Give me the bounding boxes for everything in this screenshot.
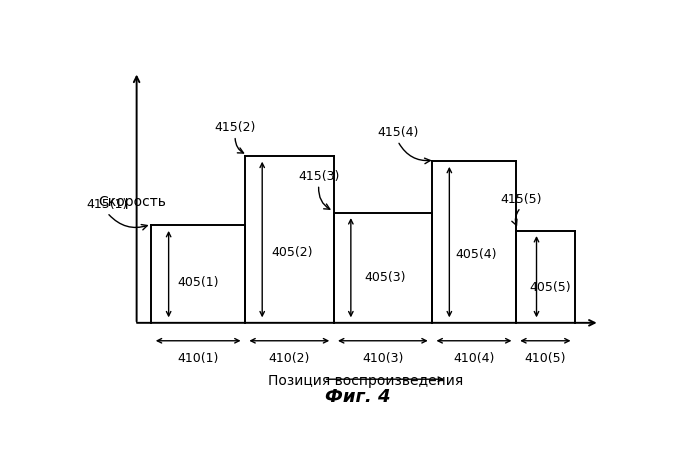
Text: 405(1): 405(1)	[178, 276, 219, 288]
Text: 410(1): 410(1)	[178, 351, 219, 364]
Text: 405(3): 405(3)	[365, 271, 406, 283]
Text: 415(1): 415(1)	[87, 197, 128, 211]
Text: Скорость: Скорость	[98, 195, 166, 209]
Text: 415(5): 415(5)	[500, 192, 542, 206]
Text: 415(2): 415(2)	[215, 121, 256, 134]
Text: 410(5): 410(5)	[525, 351, 566, 364]
Text: 410(4): 410(4)	[453, 351, 495, 364]
Text: Фиг. 4: Фиг. 4	[326, 387, 391, 405]
Text: 415(3): 415(3)	[298, 170, 340, 182]
Text: 405(5): 405(5)	[529, 281, 571, 294]
Text: Позиция воспроизведения: Позиция воспроизведения	[268, 373, 463, 387]
Text: 415(4): 415(4)	[377, 126, 418, 139]
Text: 410(2): 410(2)	[268, 351, 310, 364]
Text: 410(3): 410(3)	[362, 351, 403, 364]
Text: 405(2): 405(2)	[271, 245, 312, 258]
Text: 405(4): 405(4)	[456, 248, 497, 261]
